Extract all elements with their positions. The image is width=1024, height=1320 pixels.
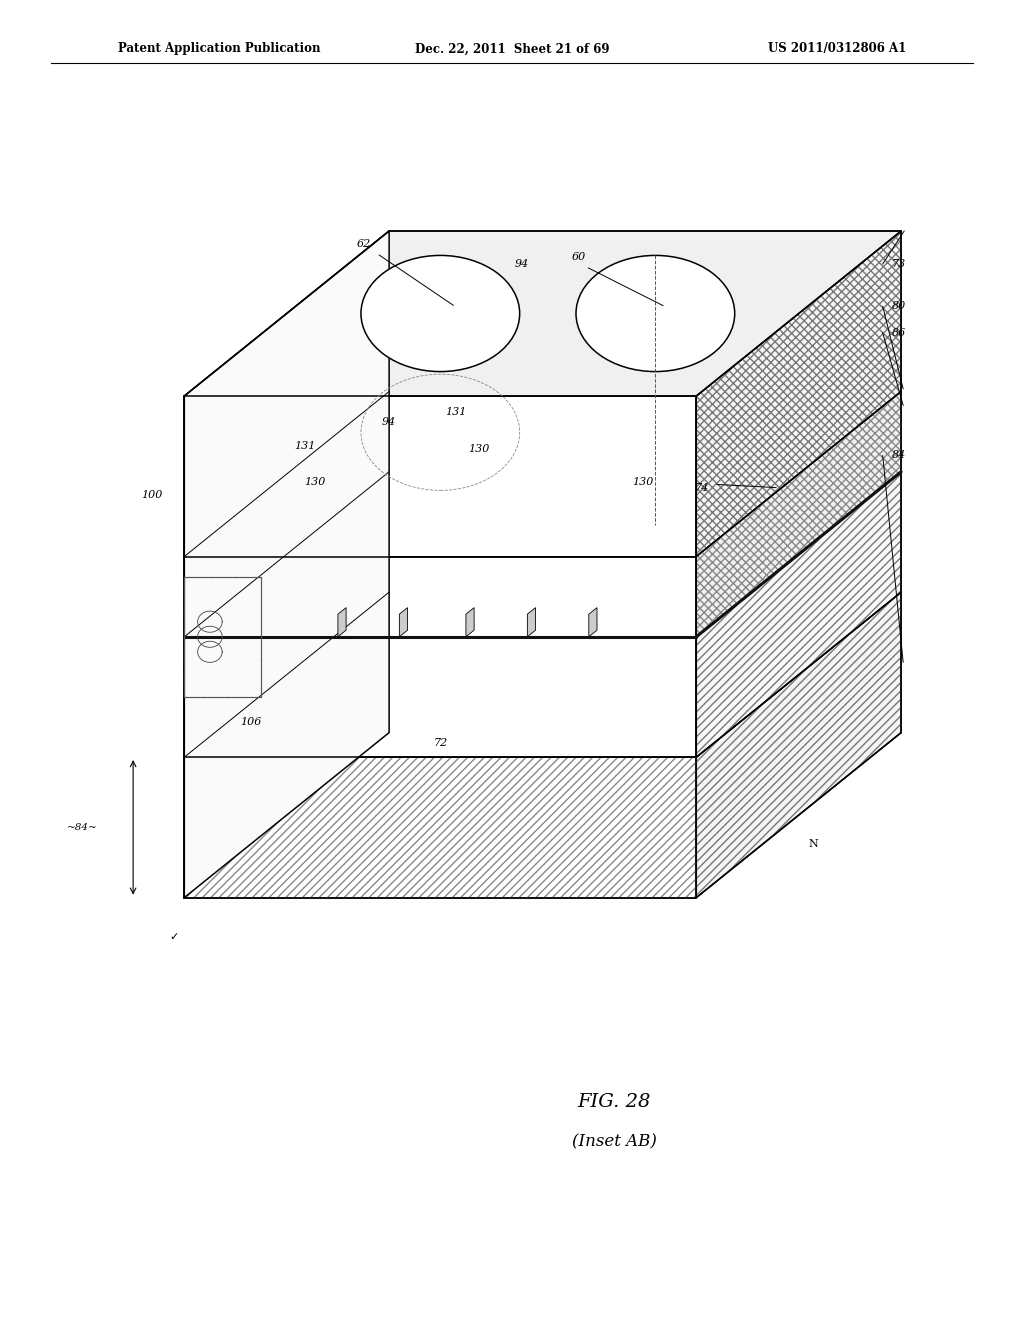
Text: FIG. 28: FIG. 28 [578,1093,651,1111]
Text: 74: 74 [694,483,709,494]
Text: 106: 106 [241,717,261,727]
Text: $\checkmark$: $\checkmark$ [169,931,179,941]
Ellipse shape [360,256,519,372]
Text: 84: 84 [892,450,906,461]
Text: 86: 86 [892,327,906,338]
Polygon shape [399,607,408,636]
Polygon shape [184,231,901,396]
Polygon shape [696,392,901,636]
Polygon shape [184,396,696,557]
Polygon shape [696,593,901,898]
Text: N: N [809,840,819,849]
Polygon shape [589,607,597,636]
Text: 130: 130 [305,477,326,487]
Text: 130: 130 [633,477,653,487]
Text: 131: 131 [295,441,315,451]
Text: 62: 62 [356,239,371,249]
Text: (Inset AB): (Inset AB) [572,1134,656,1150]
Text: 94: 94 [515,259,529,269]
Polygon shape [696,231,901,557]
Text: 100: 100 [141,490,162,500]
Polygon shape [338,607,346,636]
Polygon shape [184,636,696,758]
Text: 131: 131 [445,407,466,417]
Polygon shape [184,758,696,898]
Ellipse shape [575,256,735,372]
Text: 94: 94 [382,417,396,428]
Text: 130: 130 [469,444,489,454]
Text: 72: 72 [433,738,447,748]
Text: ~84~: ~84~ [67,822,97,832]
Polygon shape [696,471,901,758]
Text: 73: 73 [892,259,906,269]
Polygon shape [466,607,474,636]
Polygon shape [184,471,901,636]
Text: Patent Application Publication: Patent Application Publication [118,42,321,55]
Text: 60: 60 [571,252,586,263]
Text: US 2011/0312806 A1: US 2011/0312806 A1 [768,42,906,55]
Polygon shape [184,231,389,898]
Text: Dec. 22, 2011  Sheet 21 of 69: Dec. 22, 2011 Sheet 21 of 69 [415,42,609,55]
Polygon shape [184,593,901,758]
Polygon shape [184,557,696,636]
Polygon shape [527,607,536,636]
Text: 80: 80 [892,301,906,312]
